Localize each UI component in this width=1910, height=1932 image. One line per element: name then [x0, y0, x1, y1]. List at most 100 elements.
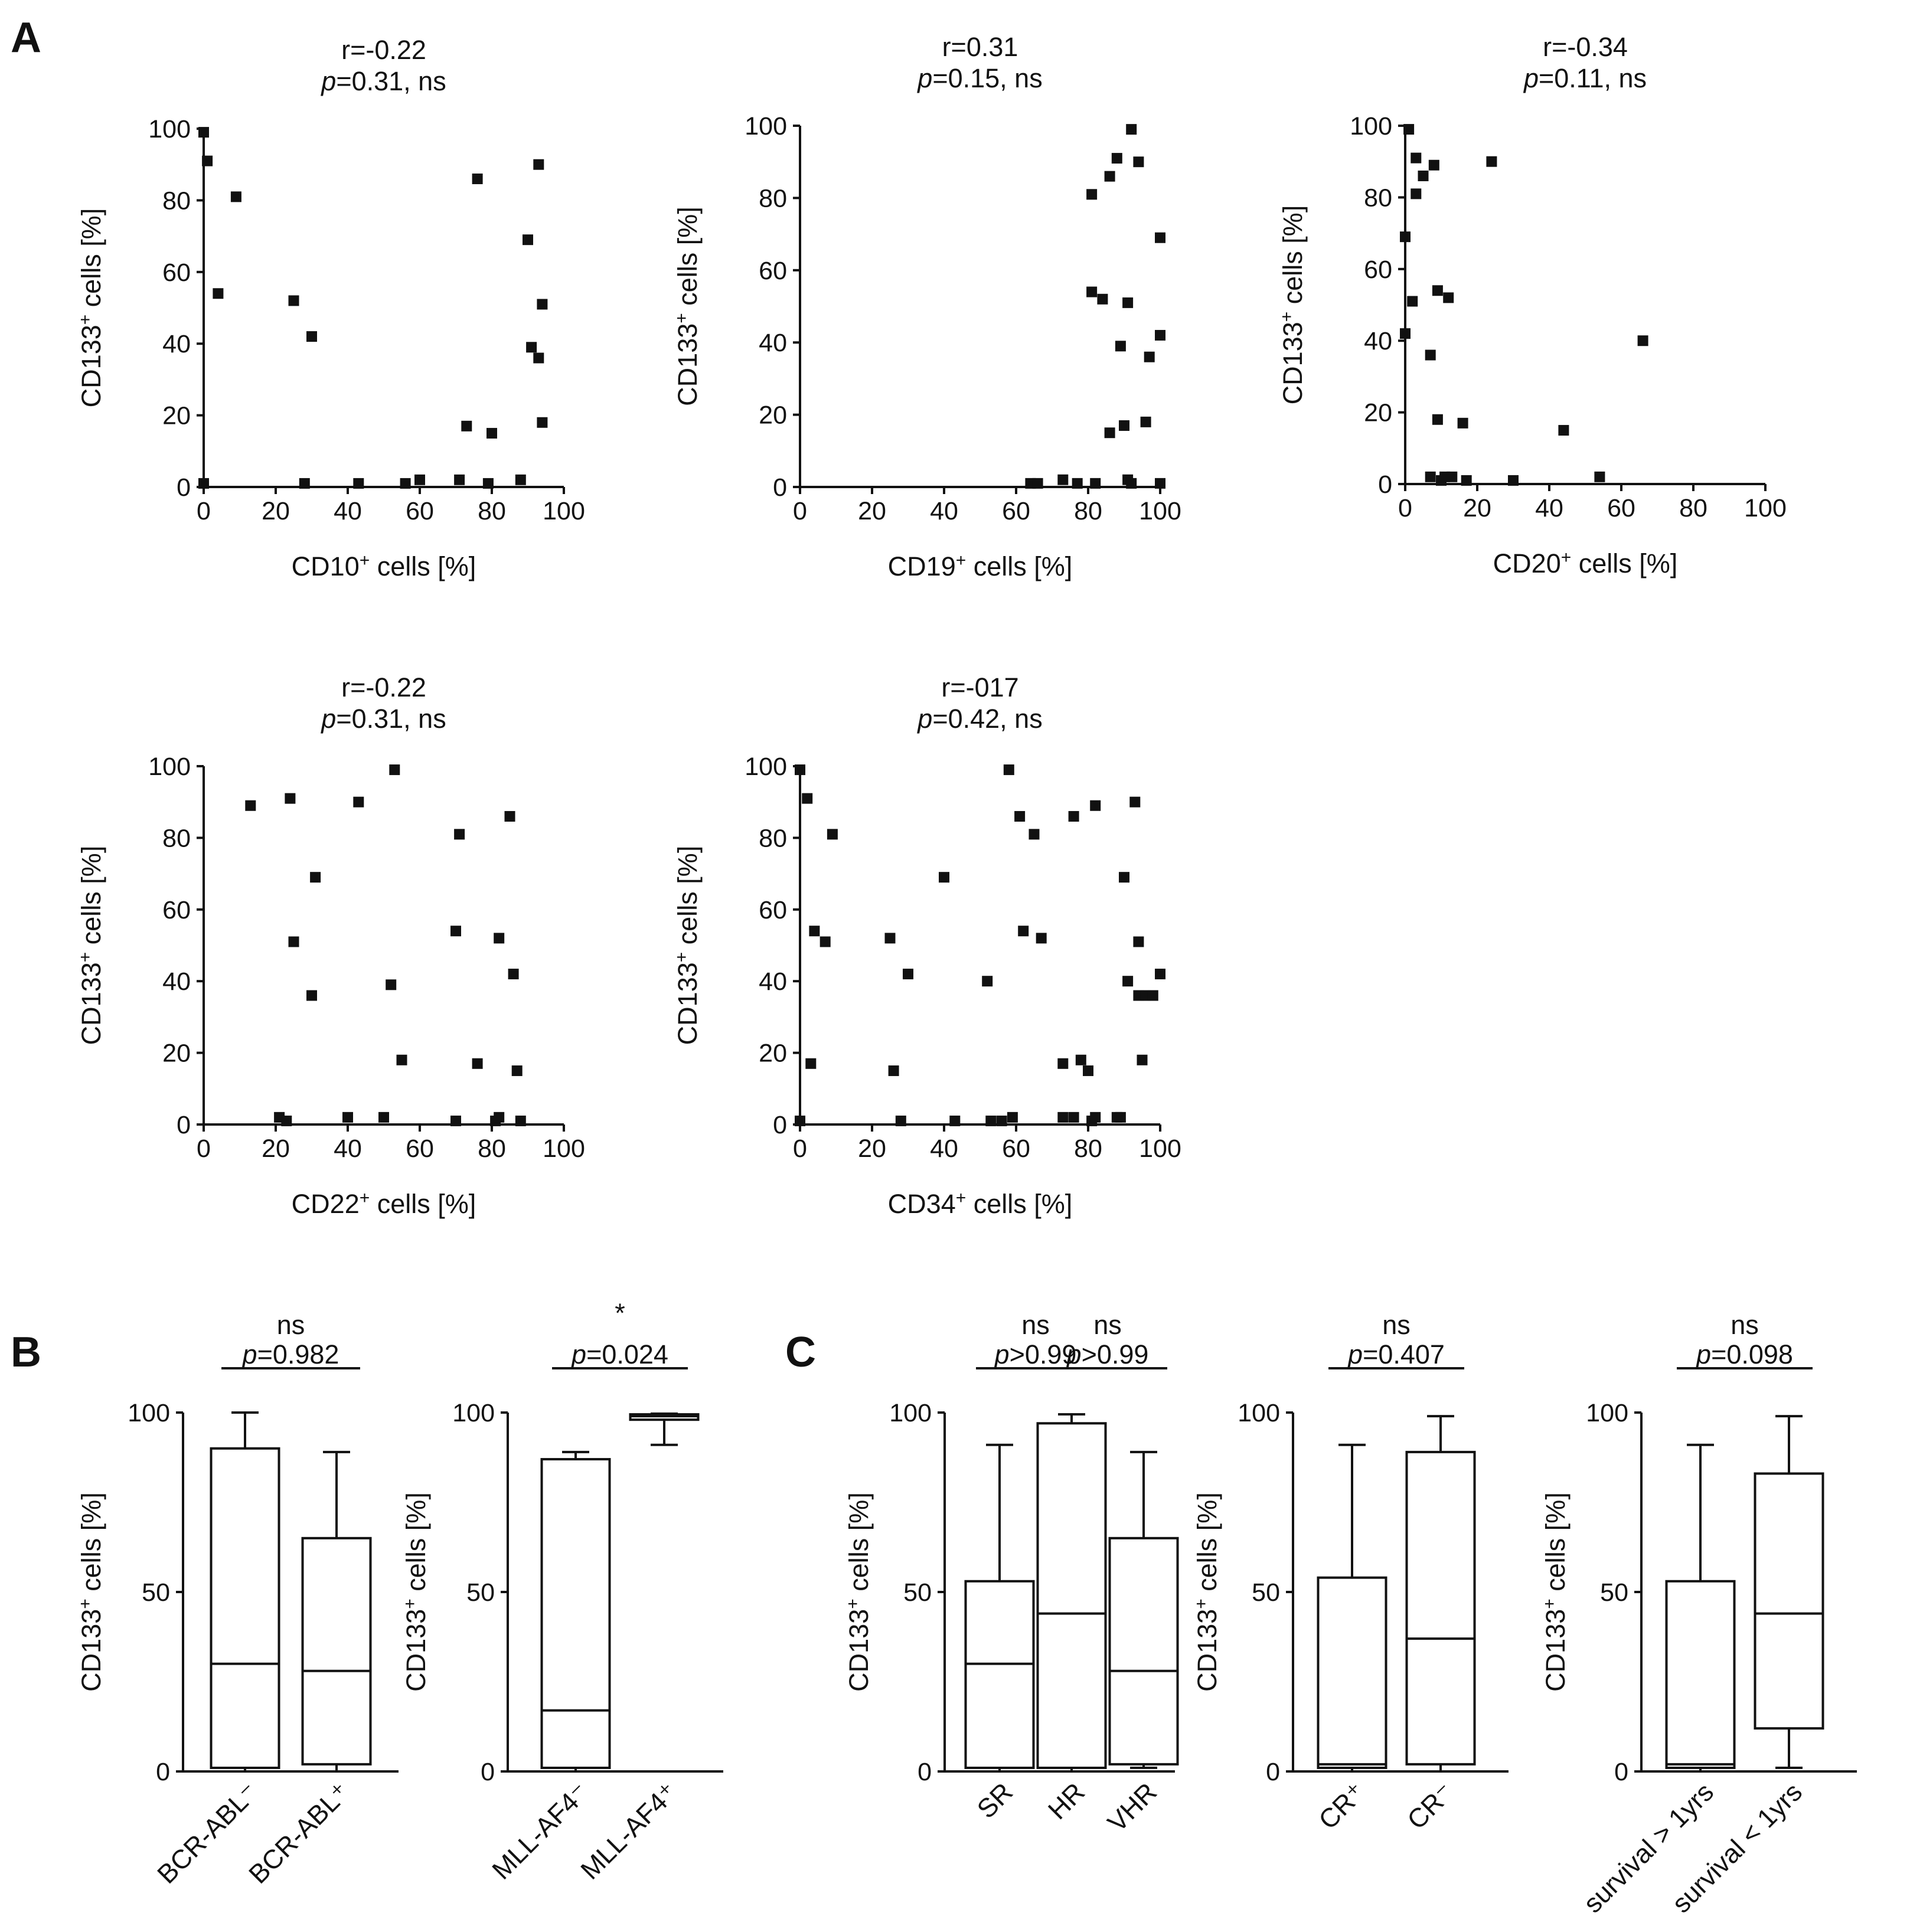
cd22-x-tick-label: 100 [543, 1135, 585, 1163]
cd34-x-tick-label: 20 [858, 1135, 886, 1163]
risk-box-iqr [1108, 1537, 1179, 1766]
cd19-y-tick-label: 40 [759, 329, 787, 357]
cd34-title-p: p=0.42, ns [916, 704, 1042, 734]
cd10-title-p: p=0.31, ns [320, 66, 446, 96]
risk-y-axis-label-marker: CD133 [844, 1609, 874, 1692]
risk-box-iqr [964, 1580, 1035, 1769]
cd22-x-axis-label-sup: + [360, 1188, 370, 1208]
mll-box-1 [629, 1412, 700, 1446]
cd10-x-tick-label: 100 [543, 497, 585, 525]
bcr-p-value: =0.982 [257, 1339, 339, 1369]
cd34-title-r: r=-017 [941, 672, 1018, 702]
mll-category-label: MLL-AF4⁺ [574, 1777, 683, 1885]
panel-label-b: B [11, 1329, 41, 1376]
cd22-y-axis-label-marker: CD133 [76, 962, 106, 1045]
cd19-x-axis-label-unit: cells [%] [966, 551, 1072, 581]
cd10-data-point [482, 478, 494, 489]
cd10-data-point [202, 155, 213, 166]
bcr-box-iqr [210, 1447, 280, 1769]
surv-y-tick-label: 0 [1614, 1758, 1628, 1786]
cd20-x-tick-label: 20 [1463, 494, 1491, 522]
cd19-x-tick-label: 40 [930, 497, 958, 525]
bcr-y-axis-label-unit: cells [%] [76, 1492, 106, 1598]
cd10-x-tick-label: 40 [334, 497, 362, 525]
cr-y-axis-label: CD133+ cells [%] [1191, 1492, 1222, 1692]
cd20-data-point [1447, 471, 1458, 482]
cd19-data-point [1115, 341, 1126, 352]
cd20-y-tick-label: 40 [1364, 327, 1392, 355]
risk-p-symbol: p [994, 1339, 1010, 1369]
cd34-x-tick-label: 40 [930, 1135, 958, 1163]
cd34-x-tick-label: 60 [1002, 1135, 1030, 1163]
risk-p-symbol: p [1066, 1339, 1082, 1369]
cd10-data-point [288, 295, 299, 306]
cd10-title-r: r=-0.22 [341, 35, 426, 65]
cd34-data-point [1018, 926, 1029, 937]
cd34-data-point [1129, 796, 1141, 808]
cd20-title-p-value: =0.11, ns [1539, 63, 1647, 93]
mll-box-iqr [540, 1458, 611, 1769]
bcr-significance-label: ns [277, 1310, 305, 1340]
surv-box-iqr [1665, 1580, 1736, 1769]
cd10-data-point [414, 474, 425, 485]
cd20-y-tick-label: 60 [1364, 256, 1392, 284]
cd19-title-p-symbol: p [916, 63, 932, 93]
cd19-y-axis-label-sup: + [672, 313, 691, 323]
cd34-data-point [1068, 1112, 1079, 1123]
cd22-x-axis-label-unit: cells [%] [370, 1189, 476, 1219]
cd22-y-tick-label: 0 [177, 1111, 191, 1139]
risk-p-value: >0.99 [1082, 1339, 1149, 1369]
cd34-data-point [1122, 976, 1134, 987]
cd20-y-tick-label: 20 [1364, 399, 1392, 427]
cd22-x-tick-label: 80 [478, 1135, 506, 1163]
cd34-data-point [1014, 810, 1026, 822]
cd10-data-point [472, 173, 483, 184]
cd10-x-axis-label-marker: CD10 [292, 551, 360, 581]
risk-y-tick-label: 50 [903, 1578, 932, 1607]
cd34-x-axis-label-marker: CD34 [888, 1189, 956, 1219]
cd10-y-axis-label-sup: + [76, 315, 95, 325]
cd22-data-point [454, 829, 465, 840]
cd10-data-point [213, 288, 224, 299]
charts-layer: r=-0.22p=0.31, ns 0 20 40 60 80 100 0 20 40 60 80 10… [76, 32, 1857, 1918]
cd20-y-axis-label-marker: CD133 [1278, 322, 1308, 404]
cd10-data-point [526, 342, 537, 353]
cd34-y-tick-label: 80 [759, 824, 787, 852]
cd34-data-point [1075, 1054, 1086, 1065]
cd10-x-axis-label-unit: cells [%] [370, 551, 476, 581]
cd19-x-axis-label-marker: CD19 [888, 551, 956, 581]
cd22-x-tick-label: 20 [262, 1135, 290, 1163]
cd34-data-point [827, 829, 838, 840]
panel-label-a: A [11, 14, 41, 61]
cd10-data-point [461, 420, 472, 431]
cd22-data-point [245, 800, 256, 811]
risk-category-label: SR [971, 1777, 1018, 1824]
cd20-data-point [1407, 296, 1418, 307]
cd20-x-tick-label: 60 [1607, 494, 1635, 522]
cr-y-tick-label: 100 [1238, 1399, 1280, 1427]
bcr-box-1 [301, 1450, 372, 1773]
cd10-data-point [537, 417, 548, 428]
cd19-data-point [1072, 478, 1083, 489]
cd34-data-point [1137, 1054, 1148, 1065]
cd10-data-point [454, 474, 465, 485]
cd34-data-point [795, 1115, 805, 1126]
cd19-data-point [1086, 286, 1098, 298]
mll-y-axis-label-marker: CD133 [401, 1609, 431, 1692]
cr-y-tick-label: 0 [1266, 1758, 1280, 1786]
cd19-data-point [1144, 351, 1155, 362]
cd20-y-axis-label-unit: cells [%] [1278, 205, 1308, 312]
cd34-y-tick-label: 0 [773, 1111, 787, 1139]
cd10-data-point [487, 427, 497, 439]
surv-y-axis-label-unit: cells [%] [1540, 1492, 1571, 1598]
cd22-y-axis-label-sup: + [76, 952, 95, 963]
cd19-x-tick-label: 80 [1074, 497, 1102, 525]
cd34-data-point [939, 872, 949, 883]
cd19-data-point [1086, 189, 1098, 200]
cd20-title-r: r=-0.34 [1543, 32, 1628, 62]
cd34-data-point [1068, 810, 1079, 822]
cd22-data-point [310, 872, 321, 883]
cd34-data-point [819, 936, 831, 947]
cd19-x-axis-label: CD19+ cells [%] [888, 551, 1073, 581]
